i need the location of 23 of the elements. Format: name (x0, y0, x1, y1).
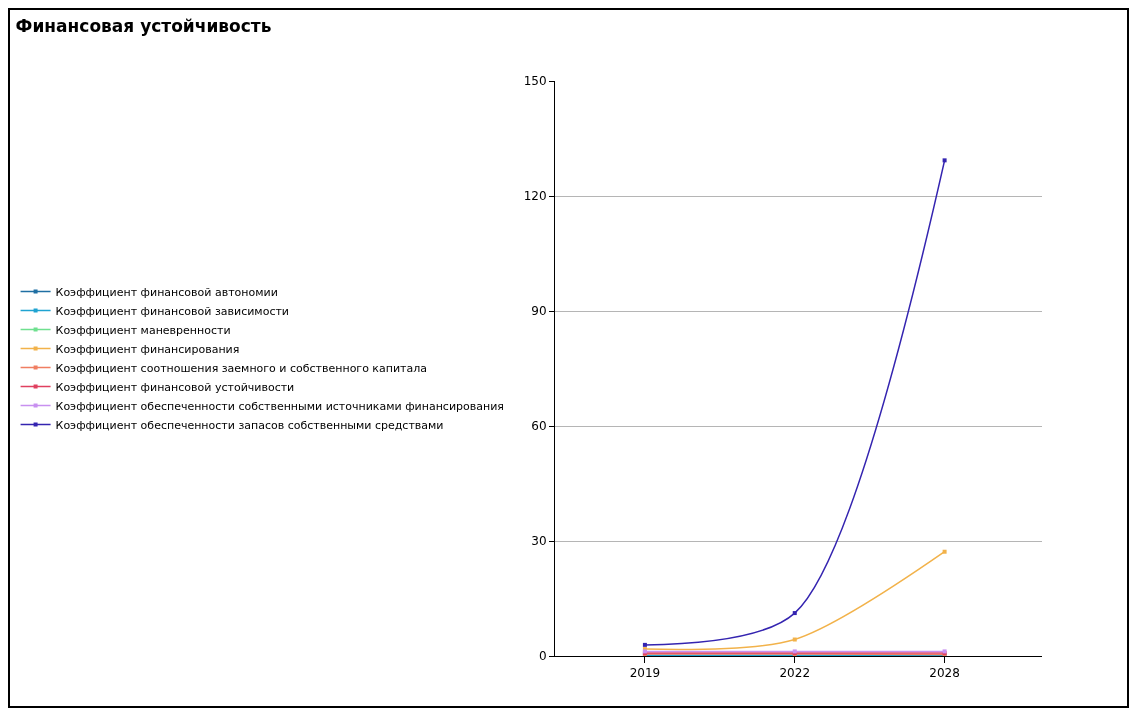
text: Финансовая устойчивость (15, 16, 272, 37)
legend-label: Коэффициент финансирования (55, 342, 240, 356)
x-tick-label: 2028 (929, 666, 960, 681)
legend-label: Коэффициент финансовой зависимости (55, 304, 289, 318)
point (942, 549, 947, 554)
point (792, 637, 797, 642)
point (642, 642, 647, 647)
x-tick-label: 2019 (629, 666, 661, 681)
y-tick-label: 90 (531, 304, 547, 319)
legend-label: Коэффициент маневренности (55, 323, 231, 337)
y-tick-label: 30 (531, 534, 547, 549)
point (942, 158, 947, 163)
legend-label: Коэффициент соотношения заемного и собственного капитала (55, 361, 428, 375)
y-tick-label: 150 (523, 74, 547, 89)
y-tick-label: 120 (523, 189, 547, 204)
x-tick-label: 2022 (779, 666, 811, 681)
legend-label: Коэффициент финансовой устойчивости (55, 380, 295, 394)
y-tick-label: 60 (531, 419, 547, 434)
legend-label: Коэффициент финансовой автономии (55, 285, 278, 299)
legend-label: Коэффициент обеспеченности собственными источниками финансирования (55, 399, 504, 413)
legend-label: Коэффициент обеспеченности запасов собственными средствами (55, 418, 444, 432)
y-tick-label: 0 (538, 649, 547, 664)
point (792, 611, 797, 616)
